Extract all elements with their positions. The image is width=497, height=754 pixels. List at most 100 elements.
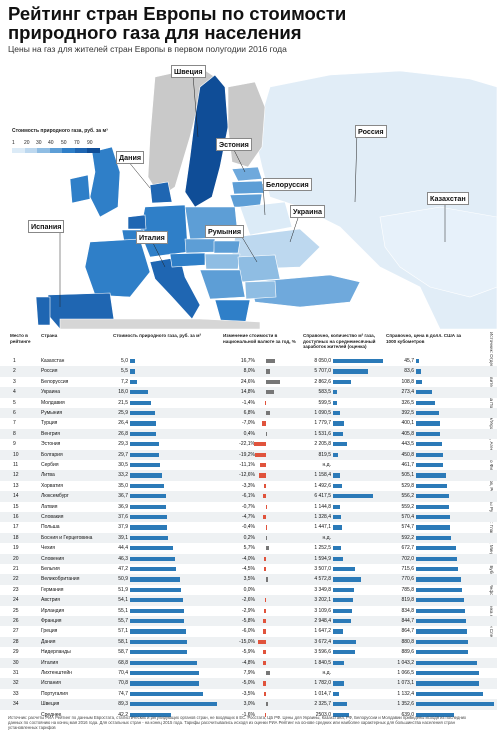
volume-cell: 3 202,1 (314, 597, 331, 604)
usd-bar (416, 629, 467, 634)
rank-cell: 25 (13, 607, 19, 614)
usd-bar (416, 577, 462, 582)
change-cell: 5,7% (243, 545, 255, 552)
volume-cell: 1 144,8 (314, 503, 331, 510)
volume-cell: 2 948,4 (314, 618, 331, 624)
rank-cell: 26 (13, 618, 19, 624)
map-label-sweden: Швеция (171, 65, 206, 78)
change-bar (262, 421, 266, 426)
usd-cell: 574,7 (401, 524, 414, 531)
page-subtitle: Цены на газ для жителей стран Европы в п… (8, 44, 287, 54)
price-bar (130, 390, 148, 395)
price-bar (130, 535, 169, 541)
table-row: 22 Великобритания 50,9 3,5% 4 572,8 770,6 (0, 574, 497, 585)
usd-bar (416, 587, 463, 593)
change-bar (265, 712, 266, 717)
table-row: 27 Греция 57,1 -6,0% 1 647,2 864,7 (0, 626, 497, 636)
denmark-region (149, 181, 173, 204)
volume-cell: 1 328,4 (314, 514, 331, 520)
price-cell: 89,3 (118, 701, 128, 708)
table-row: 20 Словения 46,3 -4,0% 1 594,9 702,0 (0, 553, 497, 564)
usd-bar (416, 619, 466, 624)
legend-tick: 40 (48, 140, 54, 146)
volume-cell: 4 572,8 (314, 576, 331, 583)
change-cell: -0,4% (241, 524, 255, 531)
volume-bar (333, 577, 362, 582)
volume-bar (333, 525, 342, 530)
table-row: 28 Дания 58,1 -15,0% 3 672,4 880,8 (0, 636, 497, 648)
change-bar (266, 671, 271, 676)
rank-cell: 10 (13, 451, 19, 458)
usd-cell: 505,1 (401, 472, 414, 479)
usd-bar (416, 702, 494, 707)
usd-cell: 1 073,1 (397, 680, 414, 687)
usd-bar (416, 712, 454, 717)
price-cell: 5,0 (121, 358, 128, 364)
usd-bar (416, 369, 421, 374)
price-cell: 68,8 (118, 659, 128, 666)
usd-bar (416, 411, 440, 416)
usd-cell: 461,7 (401, 462, 414, 468)
usd-bar (416, 567, 459, 572)
table-row: 23 Германия 51,9 0,0% 3 349,8 785,8 (0, 585, 497, 595)
legend-swatch (87, 148, 101, 153)
country-cell: Чехия (41, 545, 56, 552)
rank-cell: 2 (13, 368, 16, 375)
price-bar (130, 400, 152, 405)
volume-cell: 2503,0 (315, 711, 331, 718)
header-rank: Место в рейтинге (10, 333, 31, 344)
change-bar (263, 660, 266, 665)
table-row: 7 Турция 26,4 -7,0% 1 779,7 400,1 (0, 418, 497, 428)
country-cell: Среднее (41, 711, 62, 718)
price-cell: 7,2 (121, 378, 128, 385)
ireland-region (69, 174, 91, 204)
change-cell: -22,1% (239, 441, 255, 448)
usd-bar (416, 515, 450, 520)
change-bar (253, 442, 266, 447)
usd-cell: 1 043,2 (397, 659, 414, 666)
table-row: 32 Испания 70,8 -5,0% 1 782,0 1 073,1 (0, 678, 497, 689)
country-cell: Сербия (41, 462, 59, 468)
rank-cell: 32 (13, 680, 19, 687)
table-row: 25 Ирландия 55,1 -2,9% 3 109,6 834,8 (0, 606, 497, 616)
change-cell: -5,8% (241, 618, 255, 624)
price-cell: 37,9 (118, 524, 128, 531)
map-label-estonia: Эстония (216, 138, 252, 151)
romania-region (237, 254, 281, 283)
price-cell: 74,7 (118, 690, 128, 697)
change-cell: -0,7% (241, 503, 255, 510)
rank-cell: 18 (13, 534, 19, 541)
usd-cell: 273,4 (401, 389, 414, 396)
change-cell: -5,9% (241, 649, 255, 656)
price-bar (130, 660, 198, 665)
price-cell: 25,9 (118, 410, 128, 416)
legend-swatch (49, 148, 63, 153)
kazakhstan-region (379, 206, 497, 298)
usd-bar (416, 535, 451, 541)
price-cell: 50,9 (118, 576, 128, 583)
price-cell: 26,8 (118, 430, 128, 437)
country-cell: Россия (41, 368, 58, 375)
price-bar (130, 598, 183, 603)
country-cell: Бельгия (41, 566, 60, 572)
volume-cell: 1 252,5 (314, 545, 331, 552)
country-cell: Испания (41, 680, 61, 687)
price-bar (130, 515, 167, 520)
usd-bar (416, 546, 456, 551)
latvia-region (231, 180, 265, 195)
change-bar (262, 494, 266, 499)
usd-bar (416, 639, 468, 645)
table-row: 33 Португалия 74,7 -3,5% 1 014,7 1 132,4 (0, 689, 497, 699)
volume-cell: н.д. (322, 534, 331, 541)
volume-bar (333, 483, 343, 489)
price-cell: 58,7 (118, 649, 128, 656)
volume-bar (333, 546, 341, 551)
price-cell: 42,2 (118, 711, 128, 718)
change-cell: -4,8% (241, 659, 255, 666)
change-cell: -6,0% (241, 628, 255, 635)
usd-bar (416, 691, 483, 697)
rank-cell: 14 (13, 493, 19, 500)
country-cell: Босния и Герцеговина (41, 534, 93, 541)
price-bar (130, 681, 200, 686)
price-bar (130, 369, 136, 374)
